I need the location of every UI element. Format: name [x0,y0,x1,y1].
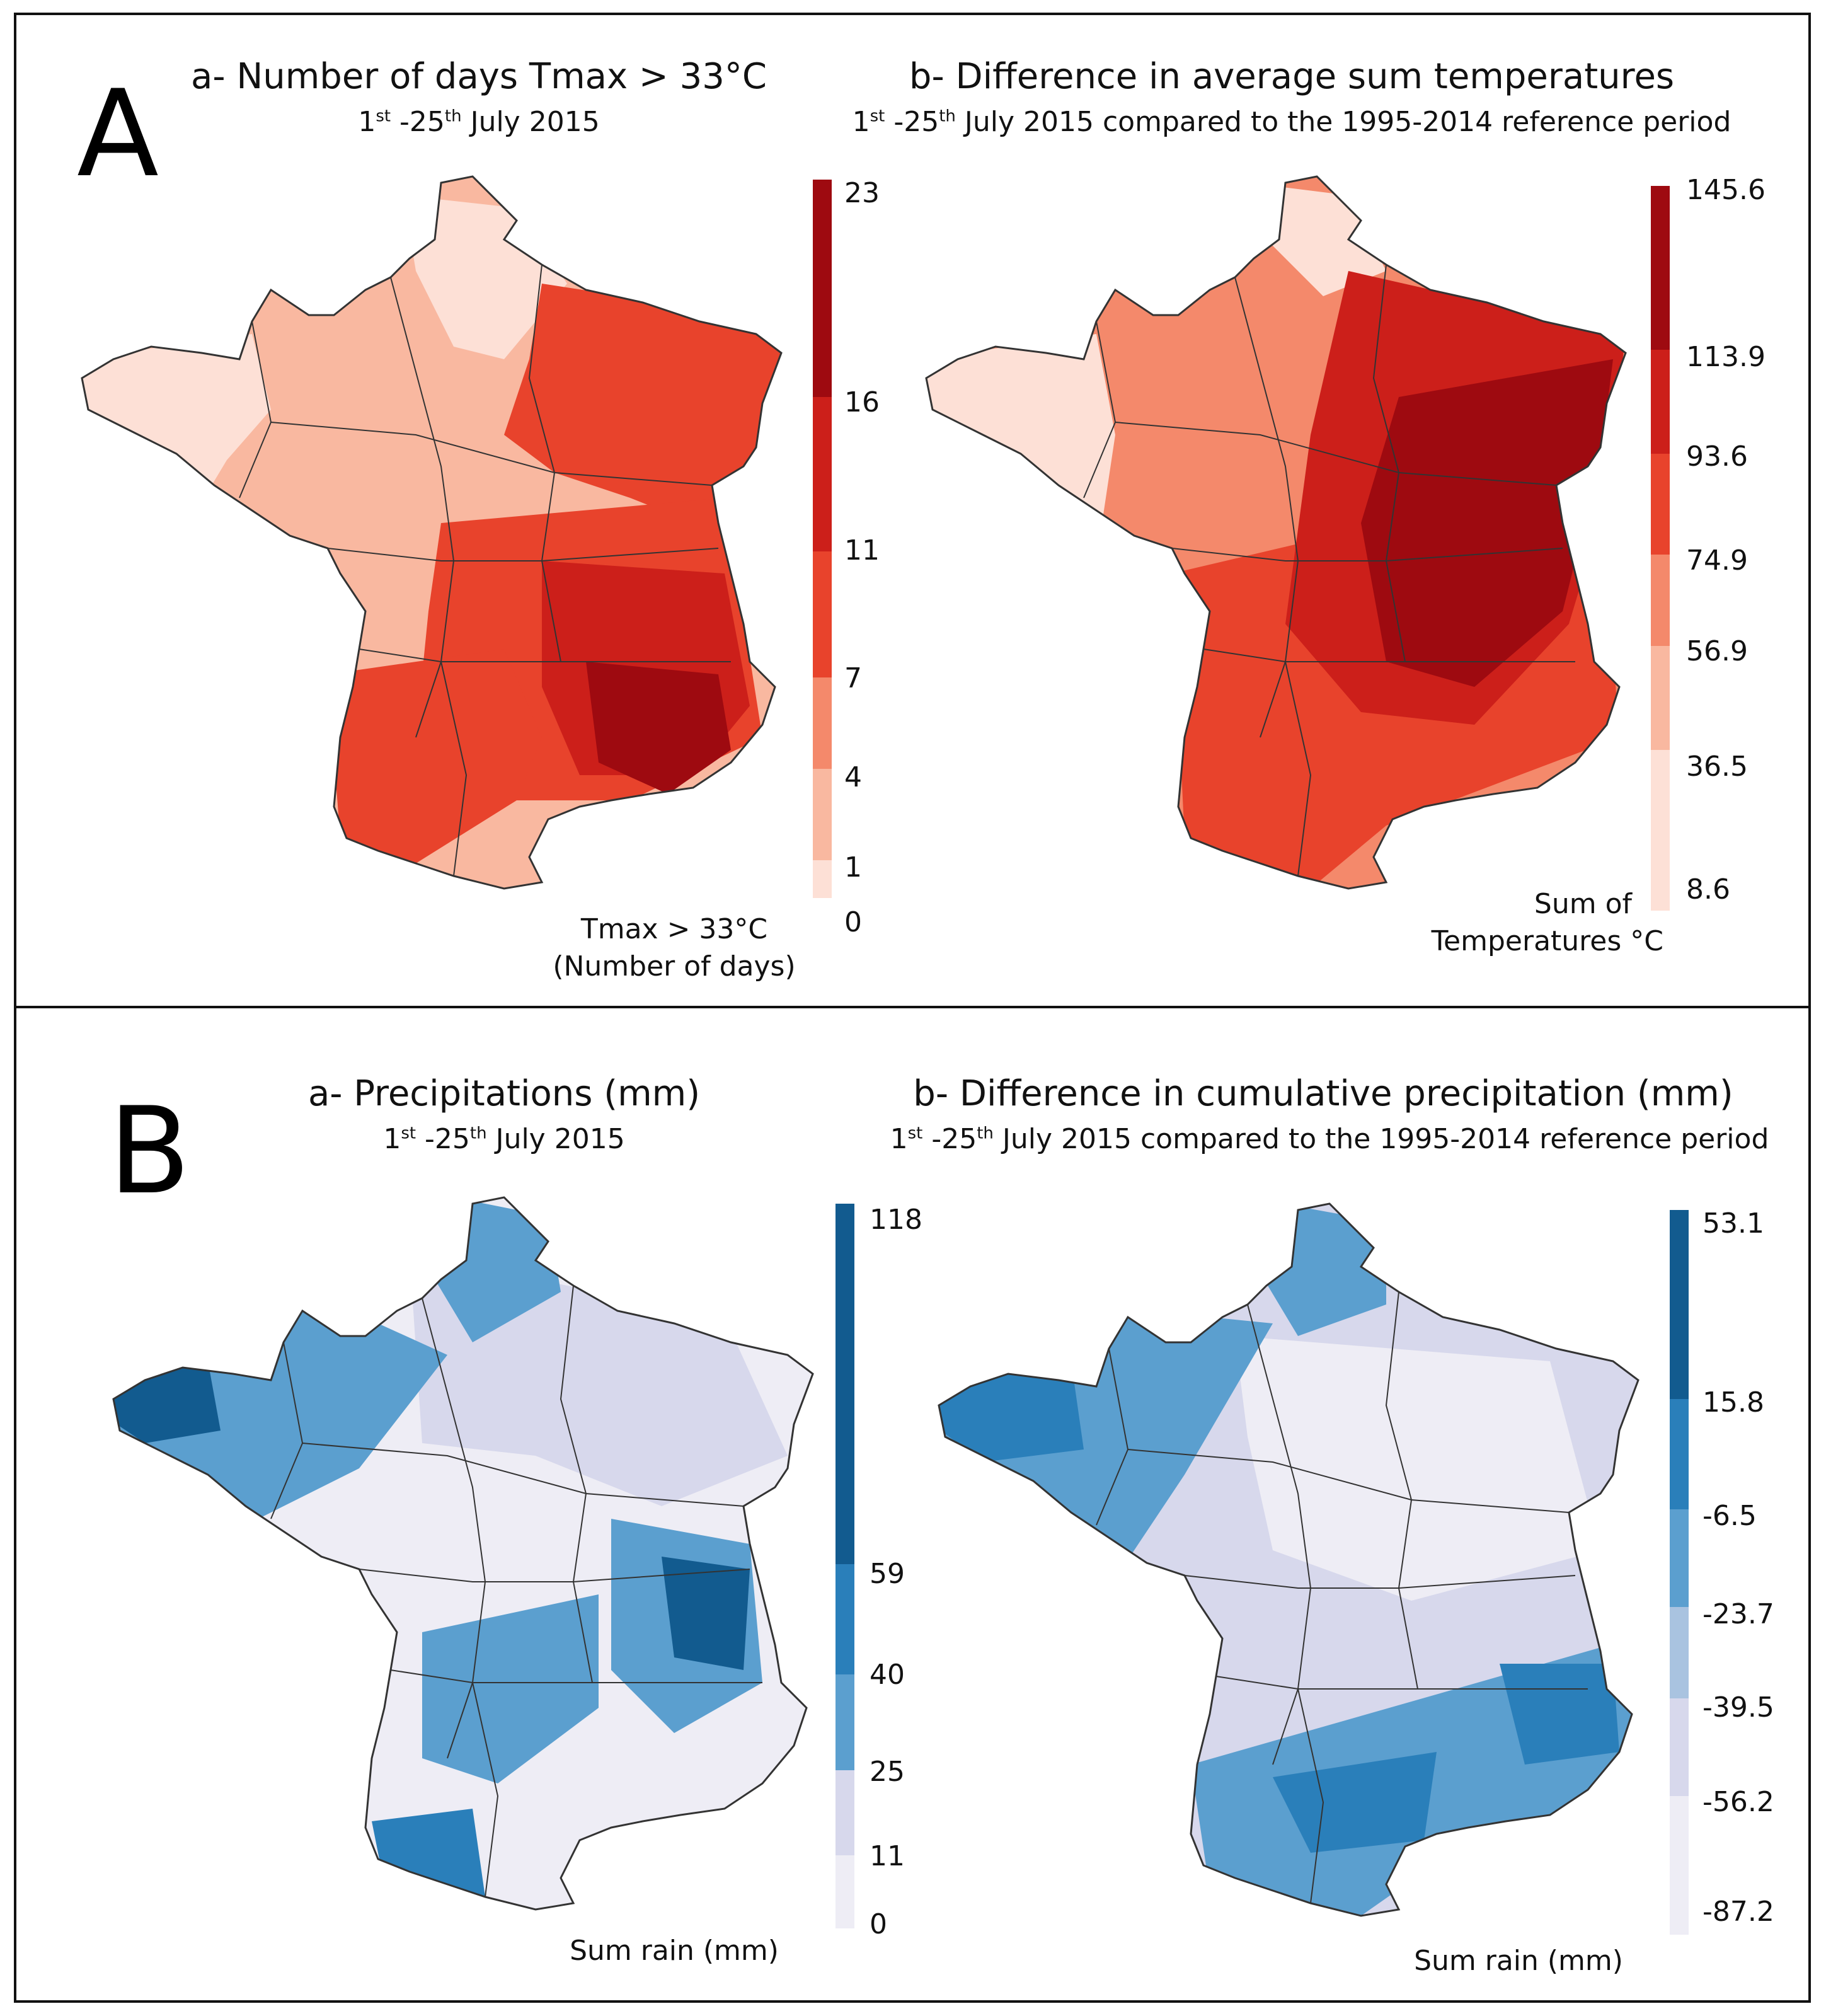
legend-swatch-8.6-36.5 [1651,750,1670,911]
legend-tick: 59 [870,1558,905,1590]
region-borders [270,1285,762,1898]
legend-tick: 4 [844,761,862,793]
legend-tick: 56.9 [1686,635,1748,667]
legend-tick: -39.5 [1703,1691,1774,1724]
france-outline [112,1196,814,1911]
legend-swatch-36.5-56.9 [1651,646,1670,750]
legend-swatch-neg87.2-neg56.2 [1670,1796,1689,1935]
region-borders [239,264,731,877]
legend-swatch-0-1 [813,860,832,898]
legend-swatch-56.9-74.9 [1651,555,1670,646]
legend-swatch-40-59 [835,1564,854,1674]
legend-bar-tmax-days [813,180,832,898]
tmax-northeast-band [504,284,781,523]
legend-caption-sum-temperatures: Sum of Temperatures °C [1431,888,1663,958]
panel-letter-a: A [77,64,159,204]
legend-swatch-16-23 [813,180,832,397]
precipdiff-brittany-peak [939,1361,1084,1462]
sumtemp-west-low [926,334,1115,586]
legend-swatch-7-11 [813,551,832,677]
france-outline [81,175,783,890]
legend-tick: 40 [870,1659,905,1691]
map-title-precipitations: a- Precipitations (mm) [307,1073,701,1114]
region-borders [1083,264,1575,877]
legend-tick: 53.1 [1703,1207,1764,1240]
panel-divider [14,1006,1811,1008]
legend-tick: 11 [844,534,880,567]
legend-swatch-93.6-113.9 [1651,350,1670,454]
legend-swatch-neg23.7-neg6.5 [1670,1509,1689,1607]
legend-swatch-neg56.2-neg39.5 [1670,1698,1689,1796]
map-subtitle-tmax-days: 1st -25th July 2015 [358,106,600,138]
map-subtitle-sum-temperatures: 1st -25th July 2015 compared to the 1995… [852,106,1731,138]
legend-tick: -87.2 [1703,1896,1774,1928]
france-map-precipitations [112,1196,814,1911]
legend-swatch-113.9-145.6 [1651,186,1670,350]
legend-swatch-11-25 [835,1770,854,1855]
legend-caption-precipitation-difference: Sum rain (mm) [1414,1945,1623,1977]
france-map-sum-temperatures [925,175,1627,890]
legend-swatch-11-16 [813,397,832,551]
legend-tick: 16 [844,386,880,418]
legend-tick: 0 [870,1908,887,1940]
legend-swatch-0-11 [835,1855,854,1928]
legend-tick: 113.9 [1686,341,1766,373]
tmax-southeast-peak [586,662,731,794]
sumtemp-east-peak [1361,359,1613,687]
legend-swatch-15.8-53.1 [1670,1210,1689,1399]
legend-tick: -56.2 [1703,1786,1774,1818]
precip-alps-peak [662,1557,750,1670]
legend-tick: 11 [870,1840,905,1872]
legend-tick: 23 [844,177,880,209]
legend-tick: 0 [844,906,862,938]
map-title-tmax-days: a- Number of days Tmax > 33°C [191,56,767,97]
map-title-precipitation-difference: b- Difference in cumulative precipitatio… [913,1073,1733,1114]
panel-letter-b: B [108,1081,191,1221]
precip-pyrenees-peak [372,1809,485,1897]
legend-tick: 36.5 [1686,751,1748,783]
legend-swatch-neg6.5-15.8 [1670,1399,1689,1509]
legend-swatch-59-118 [835,1204,854,1564]
legend-tick: 1 [844,851,862,884]
legend-caption-tmax-days: Tmax > 33°C (Number of days) [553,913,796,983]
legend-tick: 118 [870,1204,922,1236]
legend-bar-precipitation-difference [1670,1210,1689,1935]
legend-tick: 15.8 [1703,1386,1764,1419]
legend-tick: 7 [844,662,862,694]
france-outline [925,175,1627,890]
tmax-west-low [82,334,271,523]
legend-tick: -6.5 [1703,1500,1757,1532]
precip-massif-central-wet [422,1594,599,1783]
legend-tick: -23.7 [1703,1598,1774,1630]
france-map-precipitation-difference [938,1202,1639,1917]
legend-bar-precipitations [835,1204,854,1928]
legend-swatch-25-40 [835,1674,854,1770]
region-borders [1096,1291,1588,1904]
legend-swatch-1-4 [813,769,832,860]
map-subtitle-precipitation-difference: 1st -25th July 2015 compared to the 1995… [890,1123,1769,1155]
legend-swatch-4-7 [813,677,832,769]
legend-caption-precipitations: Sum rain (mm) [570,1935,779,1967]
legend-tick: 74.9 [1686,544,1748,577]
legend-tick: 8.6 [1686,873,1730,906]
legend-tick: 93.6 [1686,441,1748,473]
map-subtitle-precipitations: 1st -25th July 2015 [383,1123,625,1155]
precipdiff-center-dry [1235,1336,1600,1601]
legend-tick: 25 [870,1756,905,1788]
france-outline [938,1202,1639,1917]
precipdiff-southwest-peak [1273,1752,1437,1853]
legend-swatch-neg39.5-neg23.7 [1670,1607,1689,1698]
legend-tick: 145.6 [1686,174,1766,206]
france-map-tmax-days [81,175,783,890]
legend-swatch-74.9-93.6 [1651,454,1670,555]
tmax-southwest-band [328,649,542,863]
map-title-sum-temperatures: b- Difference in average sum temperature… [909,56,1675,97]
legend-bar-sum-temperatures [1651,186,1670,911]
